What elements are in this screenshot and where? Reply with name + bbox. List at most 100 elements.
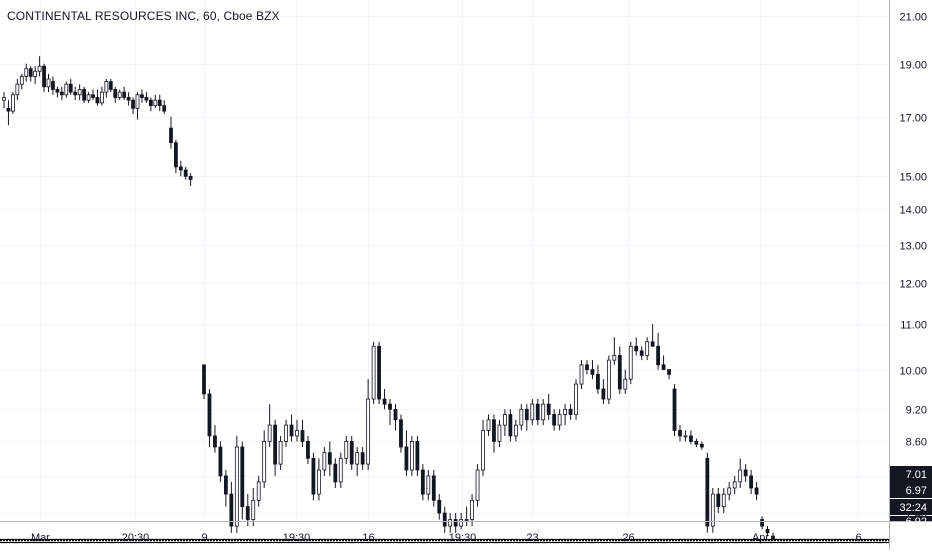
candle: [530, 399, 535, 426]
candle-body-up: [623, 378, 628, 390]
candle: [541, 399, 546, 426]
candle: [656, 332, 661, 370]
candle-body-down: [437, 499, 442, 514]
symbol-legend-title: CONTINENTAL RESOURCES INC, 60, Cboe BZX: [7, 9, 280, 23]
candle-body-up: [10, 94, 15, 112]
time-axis-tick-label: 19:30: [449, 532, 477, 544]
candle-body-up: [519, 408, 524, 426]
candle-body-down: [300, 430, 305, 442]
countdown-label-text: 32:24: [899, 502, 927, 514]
candle-body-down: [667, 369, 671, 375]
candle-body-up: [77, 89, 82, 96]
candle-body-up: [19, 76, 24, 85]
candle-body-up: [338, 457, 343, 483]
candle: [628, 341, 633, 385]
candle: [202, 364, 206, 400]
candle: [771, 532, 775, 541]
candle-body-down: [68, 83, 73, 93]
candle-body-down: [596, 373, 600, 390]
candle: [284, 419, 288, 448]
candle-body-up: [503, 414, 507, 426]
candle: [524, 404, 529, 431]
candle-body-up: [153, 99, 158, 107]
candle: [492, 414, 496, 453]
candle: [716, 487, 721, 514]
candle-body-down: [157, 99, 162, 107]
candle-body-down: [601, 388, 606, 400]
candle: [6, 100, 11, 126]
candle: [464, 506, 469, 527]
candle: [366, 379, 371, 470]
candle: [426, 469, 431, 501]
candle: [262, 430, 267, 488]
candle: [82, 86, 86, 103]
candle-body-down: [749, 475, 754, 489]
partial-label-bg: [890, 516, 932, 521]
candle: [574, 379, 578, 420]
candle: [710, 487, 715, 533]
candle: [234, 435, 239, 533]
candle: [15, 78, 20, 101]
candle: [46, 73, 51, 93]
candle: [579, 360, 584, 390]
candle: [503, 409, 507, 436]
candle-body-up: [579, 364, 584, 385]
candle: [431, 469, 436, 507]
time-axis-tick-label: Apr: [752, 532, 769, 544]
candle-body-up: [33, 70, 38, 77]
candle: [100, 86, 104, 106]
candle: [420, 464, 425, 501]
grid-layer: [0, 0, 889, 521]
candle-body-down: [508, 414, 513, 437]
candle-body-up: [727, 487, 732, 495]
candle: [95, 89, 100, 106]
candle: [535, 399, 540, 426]
candle: [442, 506, 447, 533]
candle: [273, 419, 278, 476]
candle: [218, 441, 223, 482]
candle: [382, 389, 387, 410]
candle-body-down: [95, 97, 100, 104]
candle-body-up: [721, 493, 726, 508]
candle-body-down: [765, 529, 770, 534]
candle: [754, 481, 759, 501]
candle-body-down: [415, 441, 420, 471]
candle: [590, 360, 595, 380]
candle-body-down: [546, 403, 551, 415]
candle: [623, 369, 628, 394]
candle: [563, 404, 567, 426]
candle-body-down: [178, 166, 183, 171]
candle: [617, 346, 622, 394]
candle-body-up: [481, 430, 485, 471]
candle-body-down: [420, 469, 425, 495]
time-axis-tick-label: 6: [855, 532, 861, 544]
candle-body-up: [464, 519, 469, 521]
candle-body-up: [530, 403, 535, 421]
price-lines-layer: [0, 538, 889, 544]
candle: [229, 481, 234, 533]
candle: [2, 92, 6, 109]
candle: [568, 404, 573, 420]
candle: [650, 324, 655, 347]
candle-body-down: [716, 493, 721, 508]
candle: [683, 430, 688, 442]
candle-body-down: [223, 475, 228, 495]
candle: [148, 97, 153, 112]
candle: [108, 78, 113, 93]
candle-body-down: [144, 97, 149, 101]
price-axis-tick-label: 10.00: [899, 366, 927, 378]
candle-body-down: [650, 341, 655, 347]
candle: [678, 425, 682, 442]
candle-body-up: [117, 91, 122, 98]
candle: [481, 419, 485, 476]
candle-body-down: [51, 81, 55, 90]
candle-body-up: [426, 475, 431, 495]
candle: [140, 89, 144, 103]
candle: [77, 84, 82, 101]
candle-body-up: [267, 424, 272, 442]
price-axis-tick-label: 21.00: [899, 12, 927, 24]
candle: [393, 404, 398, 431]
